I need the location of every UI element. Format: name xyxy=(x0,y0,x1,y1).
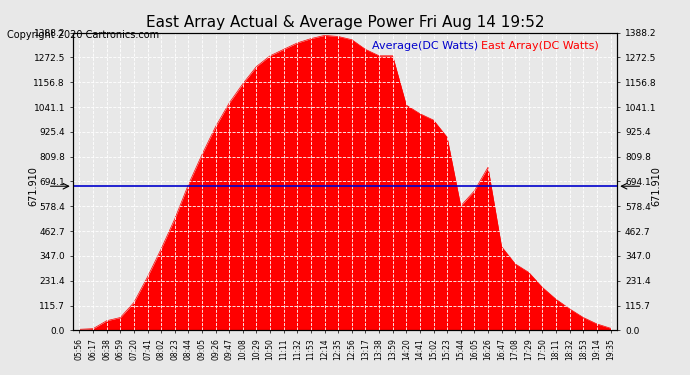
Title: East Array Actual & Average Power Fri Aug 14 19:52: East Array Actual & Average Power Fri Au… xyxy=(146,15,544,30)
Text: 671.910: 671.910 xyxy=(29,166,39,206)
Text: Average(DC Watts): Average(DC Watts) xyxy=(372,42,478,51)
Text: East Array(DC Watts): East Array(DC Watts) xyxy=(481,42,599,51)
Text: 671.910: 671.910 xyxy=(651,166,661,206)
Text: Copyright 2020 Cartronics.com: Copyright 2020 Cartronics.com xyxy=(7,30,159,40)
